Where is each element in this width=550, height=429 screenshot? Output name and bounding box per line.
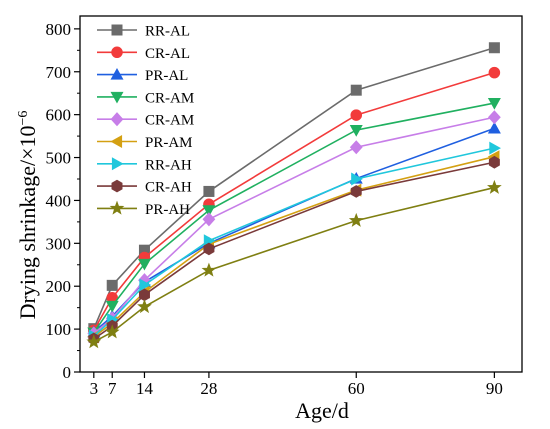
y-tick-label: 0 bbox=[63, 363, 72, 382]
y-tick-label: 700 bbox=[46, 63, 72, 82]
data-point bbox=[488, 66, 501, 79]
legend-label: RR-AL bbox=[145, 24, 190, 40]
x-tick-label: 60 bbox=[348, 379, 365, 398]
legend-swatch-marker bbox=[111, 24, 123, 36]
legend-entry: CR-AL bbox=[97, 46, 190, 62]
data-point bbox=[349, 125, 363, 137]
legend-swatch-marker bbox=[111, 46, 123, 59]
legend-label: PR-AL bbox=[145, 68, 188, 84]
data-point bbox=[104, 324, 120, 339]
x-axis-title: Age/d bbox=[295, 398, 349, 423]
y-axis-title-main: Drying shrinkage/×10 bbox=[15, 126, 40, 320]
x-tick-label: 7 bbox=[108, 379, 117, 398]
legend-label: CR-AM bbox=[145, 113, 194, 129]
data-point bbox=[350, 109, 363, 121]
legend-label: CR-AL bbox=[145, 46, 190, 62]
series-pr-ah bbox=[86, 179, 502, 349]
x-tick-label: 28 bbox=[200, 379, 217, 398]
data-point bbox=[487, 97, 501, 110]
data-point bbox=[349, 140, 363, 155]
legend-label: PR-AM bbox=[145, 135, 193, 151]
legend-label: CR-AH bbox=[145, 180, 192, 196]
legend-entry: PR-AL bbox=[97, 68, 188, 84]
y-axis-title-exponent: −6 bbox=[16, 111, 31, 126]
data-point bbox=[86, 334, 102, 349]
legend-label: PR-AH bbox=[145, 202, 190, 218]
data-point bbox=[348, 212, 364, 227]
data-point bbox=[138, 288, 150, 302]
plot-frame bbox=[79, 15, 523, 373]
legend-entry: RR-AH bbox=[97, 157, 192, 173]
data-point bbox=[487, 179, 502, 194]
data-point bbox=[351, 172, 363, 186]
y-tick-label: 800 bbox=[46, 20, 72, 39]
data-point bbox=[137, 258, 151, 271]
data-point bbox=[106, 279, 118, 291]
legend-swatch-marker bbox=[110, 135, 123, 148]
legend-swatch-marker bbox=[110, 68, 124, 80]
legend-swatch-marker bbox=[109, 200, 125, 215]
data-point bbox=[488, 42, 500, 54]
data-point bbox=[139, 278, 152, 292]
plot-area bbox=[79, 15, 523, 373]
legend-swatch-marker bbox=[110, 91, 124, 104]
data-point bbox=[350, 185, 362, 198]
series-line bbox=[93, 102, 495, 333]
x-tick-label: 14 bbox=[136, 379, 154, 398]
x-tick-label: 90 bbox=[486, 379, 503, 398]
legend-entry: PR-AM bbox=[97, 135, 193, 151]
y-tick-label: 100 bbox=[46, 320, 72, 339]
data-point bbox=[202, 212, 216, 227]
legend-entry: CR-AH bbox=[97, 180, 192, 196]
data-point bbox=[202, 205, 216, 217]
y-tick-label: 200 bbox=[46, 277, 72, 296]
legend-entry: CR-AM bbox=[97, 90, 194, 106]
series-line bbox=[93, 46, 495, 329]
data-point bbox=[203, 242, 215, 256]
y-tick-label: 400 bbox=[46, 191, 72, 210]
y-tick-label: 500 bbox=[46, 149, 72, 168]
legend-swatch-marker bbox=[111, 157, 124, 171]
legend-entry: CR-AM bbox=[97, 112, 194, 129]
data-point bbox=[203, 185, 215, 197]
legend-entry: PR-AH bbox=[97, 200, 190, 218]
data-point bbox=[487, 110, 501, 125]
data-point bbox=[137, 299, 152, 314]
axis-ticks: 3 7 14 28 60 90 0 100 200 300 400 500 600 700 800 bbox=[46, 20, 503, 398]
y-axis-title: Drying shrinkage/×10−6 bbox=[15, 111, 40, 320]
data-point bbox=[487, 121, 501, 134]
data-point bbox=[201, 262, 217, 277]
legend: RR-AL CR-AL PR-AL CR-AM CR-AM PR-AM RR-AH CR-AH… bbox=[97, 24, 194, 218]
data-point bbox=[489, 141, 501, 155]
legend-label: CR-AM bbox=[145, 90, 194, 106]
data-point bbox=[105, 300, 119, 313]
data-point bbox=[350, 84, 362, 96]
legend-label: RR-AH bbox=[145, 157, 192, 173]
y-tick-label: 600 bbox=[46, 106, 72, 125]
legend-swatch-marker bbox=[110, 112, 124, 127]
y-tick-label: 300 bbox=[46, 234, 72, 253]
series-layer bbox=[86, 42, 502, 349]
x-tick-label: 3 bbox=[90, 379, 99, 398]
data-point bbox=[488, 155, 500, 169]
legend-entry: RR-AL bbox=[97, 24, 190, 40]
legend-swatch-marker bbox=[111, 179, 123, 193]
